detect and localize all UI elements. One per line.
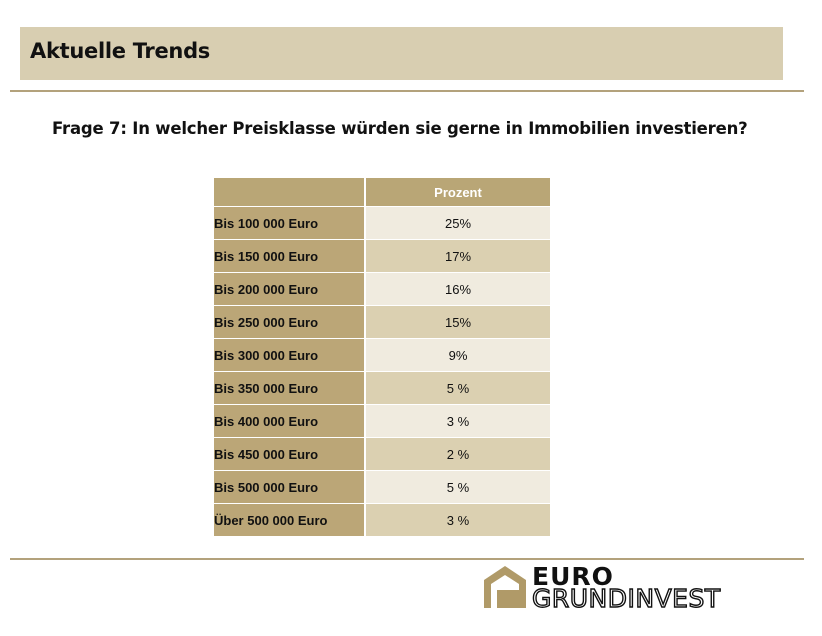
row-value: 16% <box>365 272 550 306</box>
page-title: Aktuelle Trends <box>30 39 210 63</box>
table-row: Bis 100 000 Euro 25% <box>214 206 550 240</box>
row-label: Bis 500 000 Euro <box>214 470 366 504</box>
table-row: Bis 450 000 Euro 2 % <box>214 437 550 471</box>
table-header-percent: Prozent <box>365 178 550 207</box>
price-class-table: Prozent Bis 100 000 Euro 25% Bis 150 000… <box>214 178 550 537</box>
row-label: Bis 450 000 Euro <box>214 437 366 471</box>
question-heading: Frage 7: In welcher Preisklasse würden s… <box>52 119 748 138</box>
table-row: Bis 350 000 Euro 5 % <box>214 371 550 405</box>
row-label: Über 500 000 Euro <box>214 503 366 537</box>
table-header-label <box>214 178 366 207</box>
row-value: 5 % <box>365 470 550 504</box>
logo-text-euro: EURO <box>532 562 614 591</box>
house-logo-icon <box>484 566 526 608</box>
logo-text-grundinvest: GRUNDINVEST <box>531 583 721 613</box>
row-value: 3 % <box>365 503 550 537</box>
bottom-divider <box>10 558 804 560</box>
row-label: Bis 150 000 Euro <box>214 239 366 273</box>
row-label: Bis 250 000 Euro <box>214 305 366 339</box>
row-value: 17% <box>365 239 550 273</box>
row-label: Bis 100 000 Euro <box>214 206 366 240</box>
row-value: 2 % <box>365 437 550 471</box>
row-label: Bis 300 000 Euro <box>214 338 366 372</box>
table-row: Bis 250 000 Euro 15% <box>214 305 550 339</box>
company-logo: EURO GRUNDINVEST <box>484 562 804 614</box>
table-row: Bis 500 000 Euro 5 % <box>214 470 550 504</box>
row-label: Bis 400 000 Euro <box>214 404 366 438</box>
row-value: 9% <box>365 338 550 372</box>
table-row: Bis 150 000 Euro 17% <box>214 239 550 273</box>
row-label: Bis 350 000 Euro <box>214 371 366 405</box>
header-bar: Aktuelle Trends <box>20 27 783 80</box>
top-divider <box>10 90 804 92</box>
row-value: 3 % <box>365 404 550 438</box>
row-value: 5 % <box>365 371 550 405</box>
table-row: Bis 200 000 Euro 16% <box>214 272 550 306</box>
row-label: Bis 200 000 Euro <box>214 272 366 306</box>
table-row: Bis 300 000 Euro 9% <box>214 338 550 372</box>
table-row: Bis 400 000 Euro 3 % <box>214 404 550 438</box>
row-value: 15% <box>365 305 550 339</box>
table-header-row: Prozent <box>214 178 550 207</box>
row-value: 25% <box>365 206 550 240</box>
table-row: Über 500 000 Euro 3 % <box>214 503 550 537</box>
